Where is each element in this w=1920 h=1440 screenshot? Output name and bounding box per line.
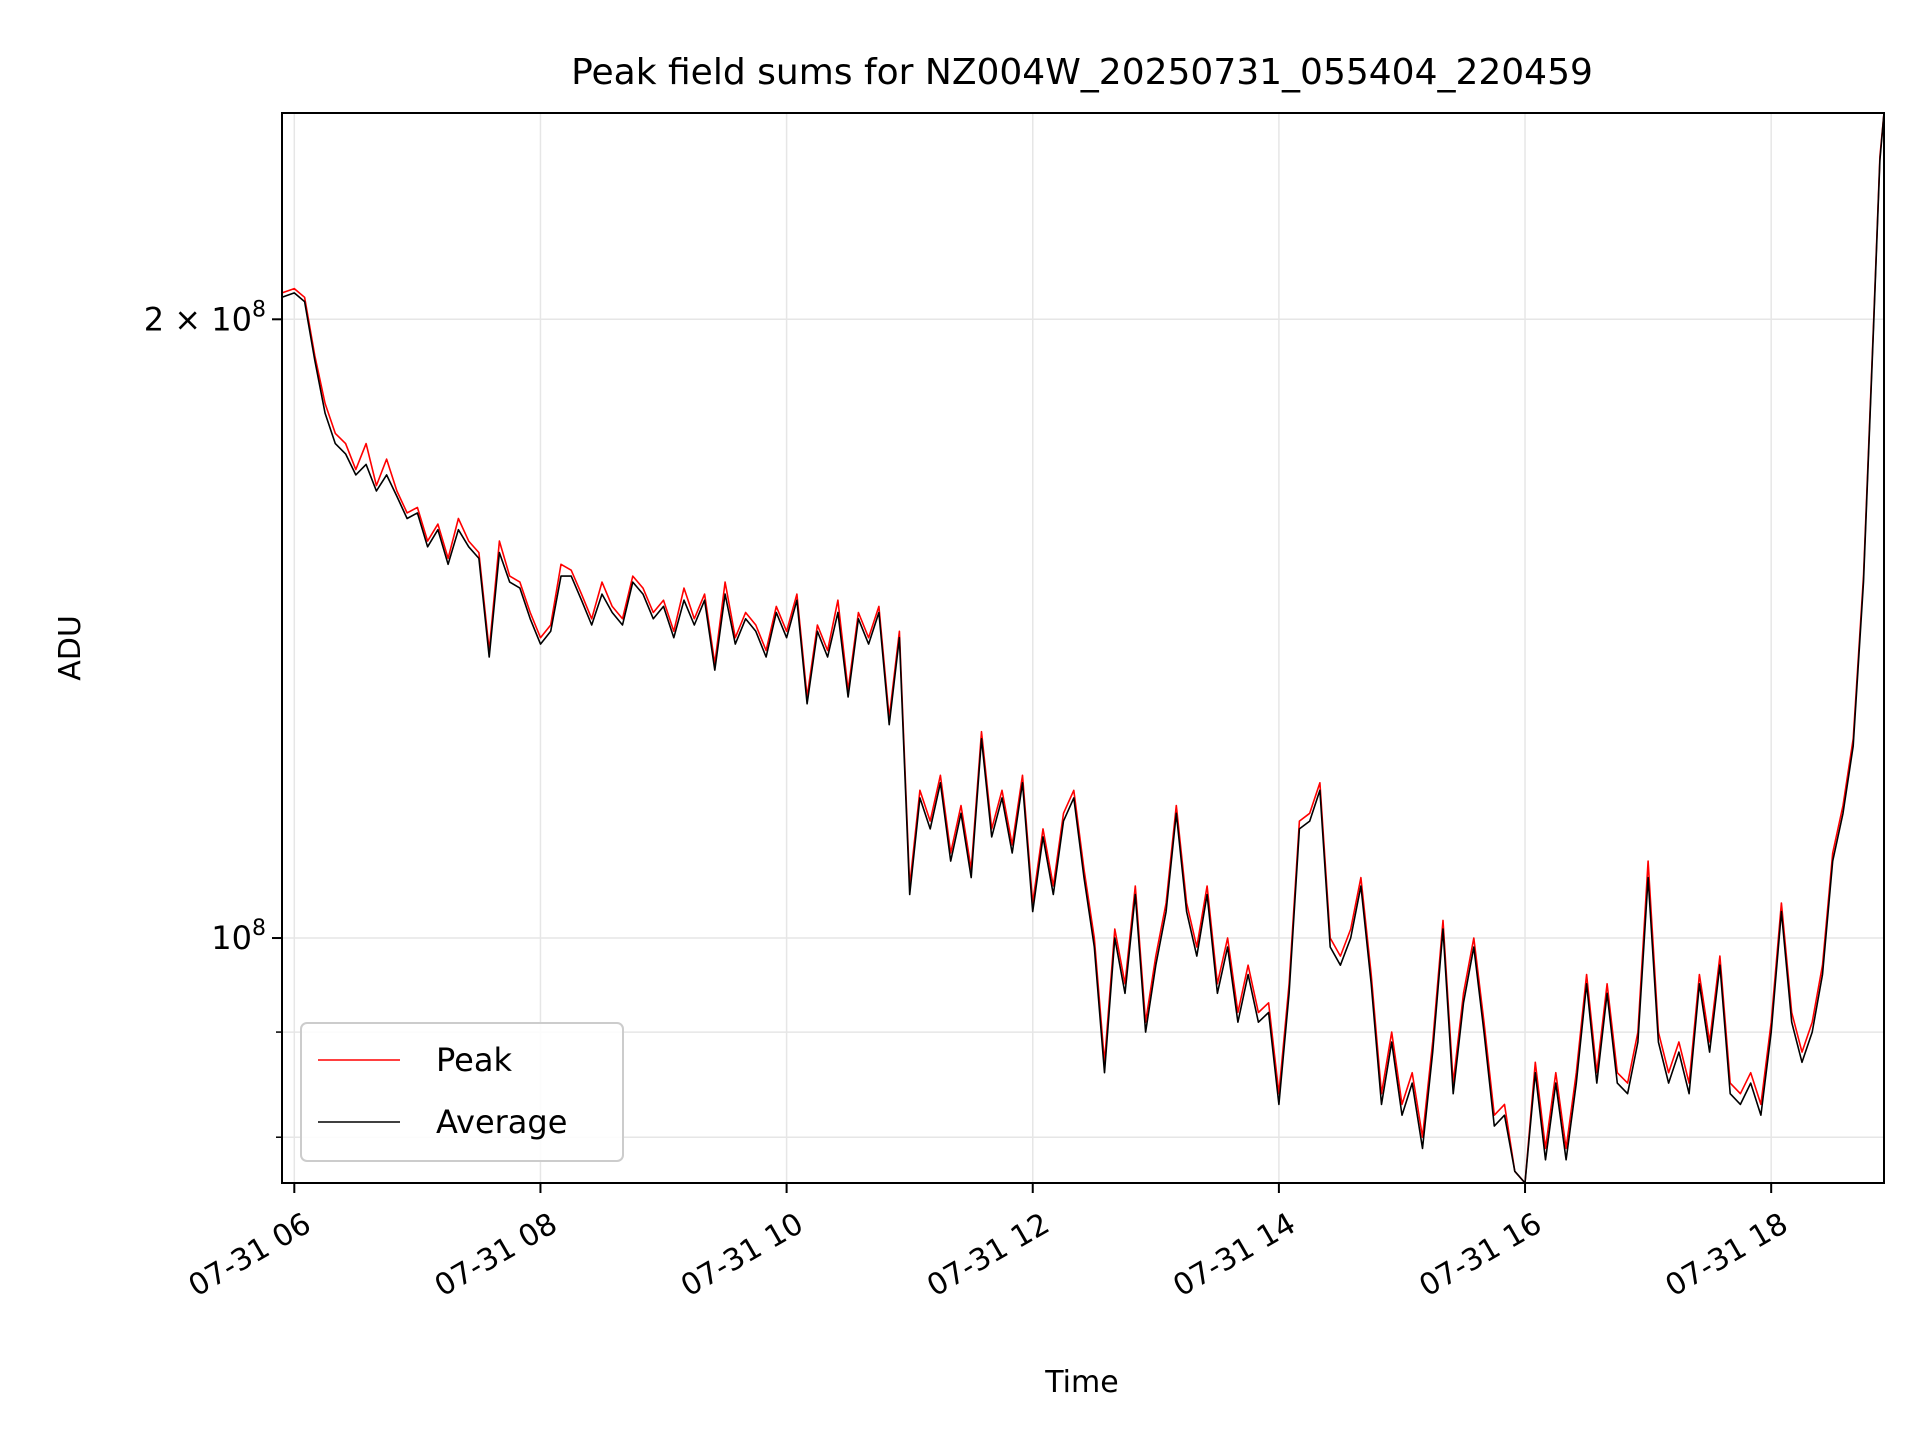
plot-lines (281, 112, 1885, 1184)
y-axis: 108 2 × 108 (144, 297, 282, 1138)
legend: Peak Average (300, 1022, 624, 1162)
series-line-average (281, 112, 1885, 1184)
y-tick-label: 108 (211, 916, 266, 957)
plot-frame (281, 112, 1885, 1184)
grid (282, 113, 1884, 1183)
x-axis-label: Time (1044, 1365, 1118, 1400)
legend-peak-label: Peak (436, 1041, 512, 1079)
y-axis-label: ADU (53, 615, 88, 681)
legend-box (300, 1022, 624, 1162)
legend-average-label: Average (436, 1103, 567, 1141)
series-line-peak (281, 112, 1885, 1184)
y-tick-label: 2 × 108 (144, 297, 266, 338)
chart-title: Peak field sums for NZ004W_20250731_0554… (571, 52, 1593, 93)
